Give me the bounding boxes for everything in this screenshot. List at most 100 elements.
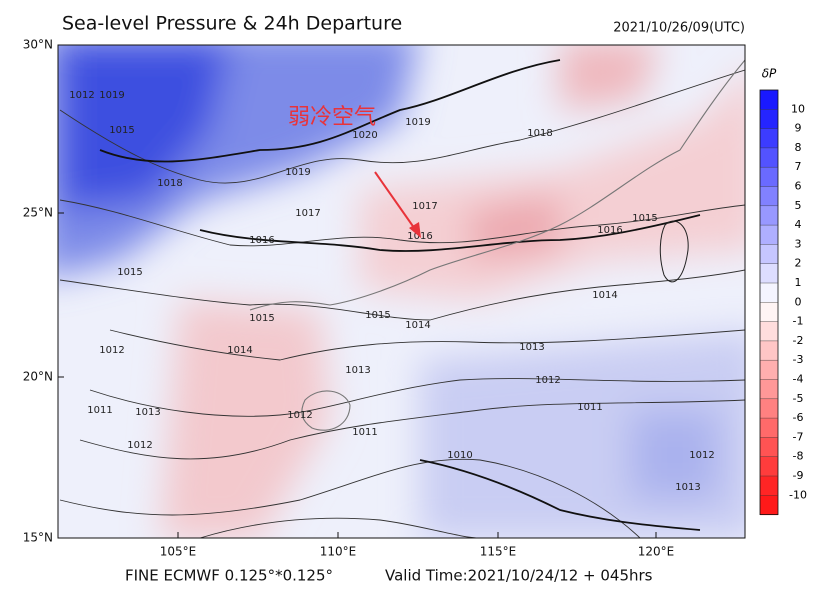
colorbar-swatch [760, 205, 778, 226]
colorbar-label: 3 [795, 237, 802, 250]
isobar-label: 1012 [287, 410, 312, 421]
colorbar-swatch [760, 128, 778, 149]
colorbar-label: -10 [789, 488, 807, 501]
colorbar-label: 5 [795, 199, 802, 212]
isobar-label: 1020 [352, 130, 377, 141]
lon-label: 115°E [480, 545, 517, 559]
colorbar-label: -9 [793, 469, 804, 482]
axis-ticks: 30°N 25°N 20°N 15°N 105°E 110°E 115°E 120°E [23, 38, 675, 559]
valid-date: 2021/10/26/09(UTC) [613, 21, 745, 36]
colorbar-label: 6 [795, 180, 802, 193]
colorbar-swatch [760, 244, 778, 265]
isobar-label: 1016 [249, 235, 274, 246]
isobar-label: 1019 [99, 90, 124, 101]
colorbar-label: -6 [793, 411, 804, 424]
colorbar-swatch [760, 418, 778, 438]
colorbar-swatch [760, 225, 778, 245]
isobar-label: 1012 [69, 90, 94, 101]
isobar-label: 1015 [249, 313, 274, 324]
colorbar-label: 8 [795, 141, 802, 154]
lon-label: 120°E [638, 545, 675, 559]
colorbar-label: 1 [795, 276, 802, 289]
colorbar-swatch [760, 109, 778, 130]
colorbar-label: -2 [793, 334, 804, 347]
lat-label: 15°N [23, 531, 53, 545]
colorbar-label: 4 [795, 218, 802, 231]
annotation: 弱冷空气 [288, 105, 376, 130]
colorbar-label: -3 [793, 353, 804, 366]
colorbar-label: -5 [793, 392, 804, 405]
map-frame [57, 44, 746, 539]
arrow-head [409, 222, 421, 238]
isobars [59, 69, 745, 538]
isobar-label: 1011 [352, 427, 377, 438]
isobar-label: 1013 [519, 342, 544, 353]
colorbar-swatch [760, 456, 778, 477]
colorbar-label: 7 [795, 160, 802, 173]
colorbar-swatch [760, 186, 778, 207]
title: Sea-level Pressure & 24h Departure [62, 13, 402, 35]
isobar-label: 1014 [592, 290, 617, 301]
isobar-label: 1014 [405, 320, 430, 331]
footer-valid: Valid Time:2021/10/24/12 + 045hrs [385, 567, 653, 585]
colorbar-swatch [760, 360, 778, 380]
colorbar-label: 10 [791, 102, 805, 115]
colorbar-swatch [760, 379, 778, 400]
isobar-labels: 1012 1019 1015 1018 1020 1019 1018 1019 1017 1016… [69, 90, 714, 493]
isobar-label: 1017 [295, 208, 320, 219]
coastline [249, 59, 745, 311]
lat-label: 25°N [23, 206, 53, 220]
colorbar-swatch [760, 283, 778, 303]
isobar-label: 1018 [527, 128, 552, 139]
isobar-label: 1018 [157, 178, 182, 189]
isobar-label: 1012 [99, 345, 124, 356]
isobar-label: 1014 [227, 345, 252, 356]
colorbar-swatch [760, 340, 778, 361]
bold-isobars [99, 59, 701, 531]
isobar-label: 1013 [135, 407, 160, 418]
colorbar-label: -1 [793, 315, 804, 328]
isobar-label: 1015 [365, 310, 390, 321]
arrow [374, 171, 418, 233]
colorbar-label: 9 [795, 122, 802, 135]
isobar-label: 1010 [447, 450, 472, 461]
lon-label: 110°E [320, 545, 357, 559]
isobar-label: 1016 [597, 225, 622, 236]
colorbar-swatch [760, 90, 778, 110]
colorbar-label: -7 [793, 430, 804, 443]
isobar-label: 1019 [285, 167, 310, 178]
colorbar-label: -4 [793, 373, 804, 386]
isobar-label: 1012 [535, 375, 560, 386]
isobar-label: 1015 [109, 125, 134, 136]
isobar-label: 1013 [345, 365, 370, 376]
isobar-label: 1019 [405, 117, 430, 128]
isobar-label: 1012 [127, 440, 152, 451]
taiwan [659, 220, 689, 283]
colorbar-label: 0 [795, 295, 802, 308]
colorbar-swatch [760, 398, 778, 419]
hainan [301, 390, 351, 431]
lat-label: 30°N [23, 38, 53, 52]
colorbar-swatch [760, 476, 778, 496]
colorbar-swatch [760, 147, 778, 168]
colorbar-swatch [760, 495, 778, 516]
colorbar-swatch [760, 167, 778, 187]
isobar-label: 1011 [87, 405, 112, 416]
lon-label: 105°E [160, 545, 197, 559]
isobar-label: 1015 [117, 267, 142, 278]
colorbar-label: 2 [795, 257, 802, 270]
isobar-label: 1017 [412, 201, 437, 212]
map-field: 1012 1019 1015 1018 1020 1019 1018 1019 1017 1016… [58, 45, 745, 538]
isobar-label: 1012 [689, 450, 714, 461]
colorbar-swatch [760, 321, 778, 342]
colorbar-label: -8 [793, 450, 804, 463]
isobar-label: 1013 [675, 482, 700, 493]
footer-model: FINE ECMWF 0.125°*0.125° [125, 567, 333, 585]
colorbar-swatch [760, 437, 778, 458]
isobar-label: 1011 [577, 402, 602, 413]
colorbar-title: δP [762, 67, 777, 81]
colorbar-swatch [760, 302, 778, 323]
colorbar-swatch [760, 263, 778, 284]
